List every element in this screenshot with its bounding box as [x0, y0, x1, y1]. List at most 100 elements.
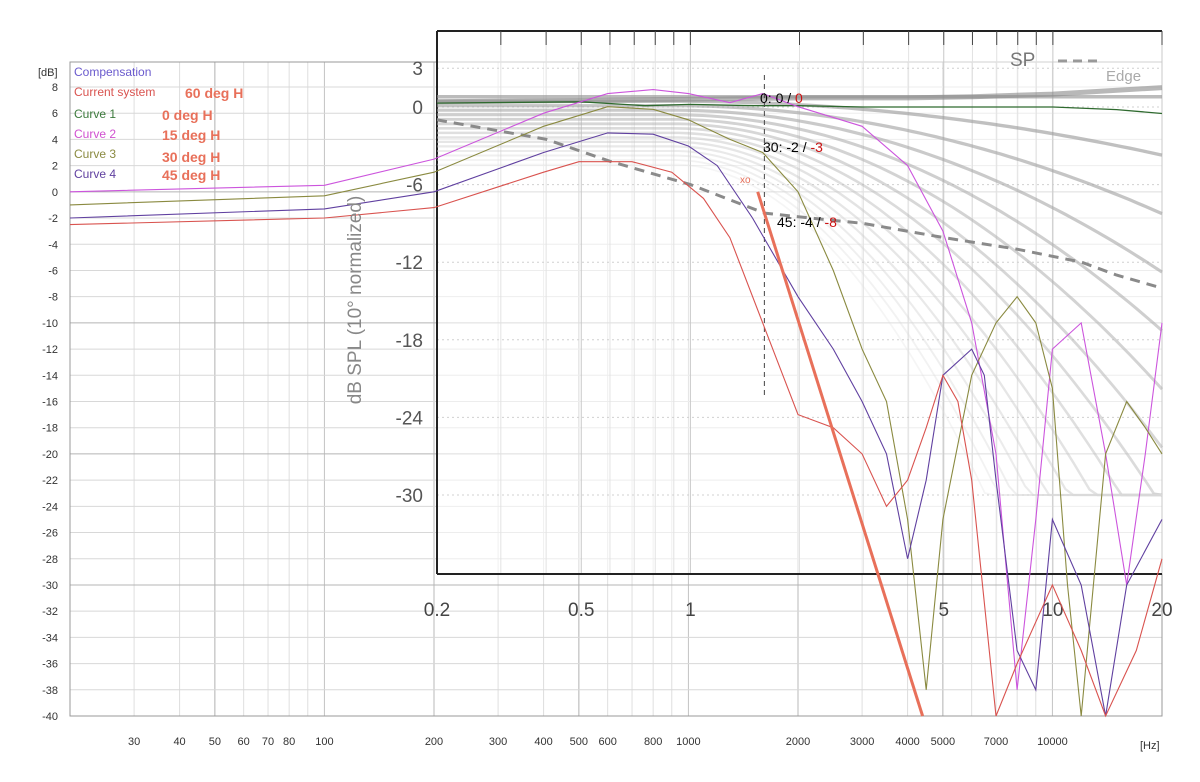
inner-off-axis-family-curve [437, 108, 1163, 274]
outer-x-tick-label: 3000 [850, 736, 874, 748]
annotation-30deg: 30: -2 / -3 [763, 139, 823, 155]
outer-x-tick-label: 200 [425, 736, 443, 748]
inner-y-axis-label: dB SPL (10° normalized) [345, 196, 366, 405]
outer-x-tick-label: 100 [315, 736, 333, 748]
annotation-30deg-red: -3 [810, 139, 823, 155]
outer-x-tick-label: 1000 [676, 736, 700, 748]
inner-off-axis-family-curve [437, 122, 1164, 449]
outer-y-tick-label: -20 [42, 449, 58, 461]
inner-off-axis-family-curve [437, 154, 1162, 496]
outer-x-tick-label: 10000 [1037, 736, 1068, 748]
inner-x-tick-label: 5 [938, 600, 949, 621]
inner-edge-curve [436, 85, 1163, 105]
annotation-45deg-red: -8 [824, 214, 837, 230]
annotation-30deg-text: 30: -2 / [763, 139, 810, 155]
inner-y-tick-label: -6 [406, 176, 423, 197]
annotation-0deg-text: 0: 0 / [760, 90, 795, 106]
legend-curve-2-label: 15 deg H [162, 127, 220, 143]
series-curve2 [69, 89, 1163, 690]
crossover-label: xo [740, 175, 751, 186]
outer-x-tick-label: 400 [534, 736, 552, 748]
outer-x-tick-label: 500 [570, 736, 588, 748]
inner-x-tick-label: 0.2 [424, 600, 450, 621]
outer-y-tick-label: -34 [42, 632, 58, 644]
outer-x-unit: [Hz] [1140, 740, 1160, 752]
series-curve3 [69, 106, 1163, 717]
annotation-45deg-text: 45: -4 / [777, 214, 824, 230]
inner-x-tick-label: 10 [1042, 600, 1063, 621]
outer-x-tick-label: 70 [262, 736, 274, 748]
annotation-0deg: 0: 0 / 0 [760, 90, 803, 106]
legend: Compensation Current system 60 deg H Cur… [74, 65, 243, 183]
legend-curve-4-label: 45 deg H [162, 167, 220, 183]
outer-y-tick-label: 2 [52, 161, 58, 173]
outer-y-tick-label: -38 [42, 685, 58, 697]
outer-y-tick-label: -32 [42, 606, 58, 618]
outer-y-tick-label: -40 [42, 711, 58, 723]
legend-curve-1: Curve 1 [74, 107, 116, 121]
inner-curve-1 [436, 101, 1163, 115]
outer-x-tick-label: 800 [644, 736, 662, 748]
outer-x-tick-label: 300 [489, 736, 507, 748]
outer-y-tick-label: -16 [42, 397, 58, 409]
outer-y-unit: [dB] [38, 67, 58, 79]
outer-labels: 8 6 4 2 0 -2 -4 -6 -8 -10 -12 -14 -16 -18 -20 -22 -24 -26… [42, 82, 1068, 748]
outer-y-tick-label: -30 [42, 580, 58, 592]
outer-y-tick-label: -4 [48, 239, 58, 251]
outer-y-tick-label: -36 [42, 659, 58, 671]
legend-compensation: Compensation [74, 65, 151, 79]
outer-y-tick-label: -26 [42, 528, 58, 540]
inner-off-axis-family-curve [437, 136, 1162, 497]
outer-y-tick-label: 4 [52, 134, 58, 146]
outer-x-tick-label: 7000 [984, 736, 1008, 748]
outer-y-tick-label: -28 [42, 554, 58, 566]
legend-current-system: Current system [74, 85, 155, 99]
legend-current-system-label: 60 deg H [185, 85, 243, 101]
inner-sp-curve [436, 118, 1163, 290]
outer-x-tick-label: 2000 [786, 736, 810, 748]
inner-off-axis-family-curve [437, 104, 1163, 216]
outer-y-tick-label: -6 [48, 265, 58, 277]
inner-off-axis-family-curve [437, 131, 1162, 497]
outer-y-tick-label: -22 [42, 475, 58, 487]
inner-x-tick-label: 1 [685, 600, 696, 621]
inner-off-axis-family-curve [437, 117, 1164, 391]
outer-series [69, 89, 1163, 718]
inner-y-tick-label: -18 [396, 331, 423, 352]
outer-y-tick-label: -2 [48, 213, 58, 225]
inner-y-tick-label: 3 [412, 59, 423, 80]
annotation-0deg-red: 0 [795, 90, 803, 106]
legend-curve-3-label: 30 deg H [162, 149, 220, 165]
inner-x-tick-label: 0.5 [568, 600, 594, 621]
inner-y-tick-label: -30 [396, 486, 423, 507]
outer-x-tick-label: 4000 [895, 736, 919, 748]
inner-off-axis-family-curve [437, 159, 1162, 496]
inner-legend-sp: SP [1010, 50, 1035, 71]
inner-x-tick-label: 20 [1151, 600, 1172, 621]
legend-curve-4: Curve 4 [74, 167, 116, 181]
inner-legend-edge: Edge [1106, 68, 1141, 85]
inner-chart: 3 0 -6 -12 -18 -24 -30 0.2 0.5 1 5 10 20 [396, 30, 1173, 621]
annotation-45deg: 45: -4 / -8 [777, 214, 837, 230]
outer-y-tick-label: 6 [52, 108, 58, 120]
series-current [69, 161, 1163, 718]
inner-y-tick-label: -12 [396, 253, 423, 274]
legend-curve-1-label: 0 deg H [162, 107, 213, 123]
outer-y-tick-label: -10 [42, 318, 58, 330]
outer-x-tick-label: 50 [209, 736, 221, 748]
series-curve4 [69, 132, 1163, 717]
inner-off-axis-family-curve [437, 113, 1163, 332]
inner-off-axis-family-curve [437, 145, 1162, 497]
outer-y-tick-label: -18 [42, 423, 58, 435]
outer-x-tick-label: 600 [598, 736, 616, 748]
outer-y-tick-label: -24 [42, 501, 58, 513]
outer-x-tick-label: 60 [238, 736, 250, 748]
legend-curve-2: Curve 2 [74, 127, 116, 141]
outer-y-tick-label: -12 [42, 344, 58, 356]
outer-y-tick-label: 0 [52, 187, 58, 199]
legend-curve-3: Curve 3 [74, 147, 116, 161]
inner-y-tick-label: -24 [396, 408, 424, 429]
series-slope [756, 191, 925, 717]
outer-y-tick-label: -8 [48, 292, 58, 304]
